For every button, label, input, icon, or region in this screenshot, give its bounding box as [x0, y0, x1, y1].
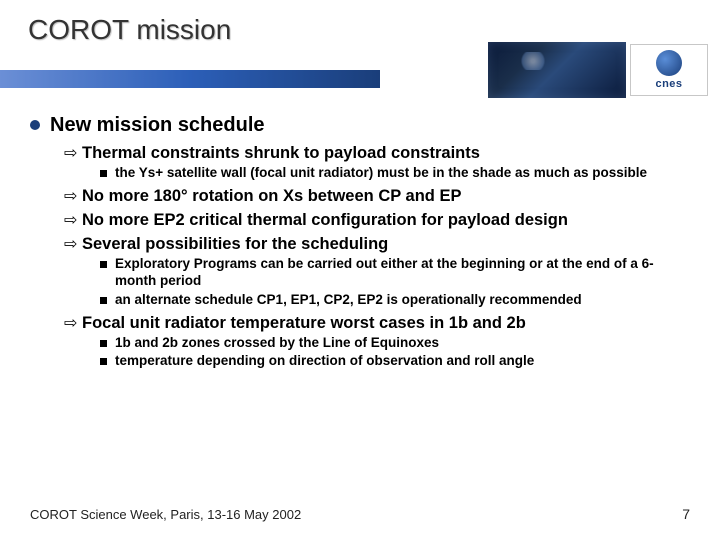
sub-text: an alternate schedule CP1, EP1, CP2, EP2…: [115, 292, 582, 309]
square-icon: [100, 170, 107, 177]
header-strip: cnes: [0, 60, 720, 100]
item-text: No more 180° rotation on Xs between CP a…: [82, 187, 461, 205]
sub-item: an alternate schedule CP1, EP1, CP2, EP2…: [100, 292, 690, 309]
arrow-icon: ⇨: [64, 313, 80, 333]
heading-text: New mission schedule: [50, 114, 265, 136]
sub-item: 1b and 2b zones crossed by the Line of E…: [100, 335, 690, 352]
sub-item: temperature depending on direction of ob…: [100, 353, 690, 370]
bullet-icon: [30, 120, 40, 130]
arrow-icon: ⇨: [64, 210, 80, 230]
list-item: ⇨Thermal constraints shrunk to payload c…: [64, 143, 690, 163]
sub-text: Exploratory Programs can be carried out …: [115, 256, 670, 290]
square-icon: [100, 340, 107, 347]
item-text: Focal unit radiator temperature worst ca…: [82, 314, 526, 332]
globe-icon: [656, 50, 682, 76]
sub-text: the Ys+ satellite wall (focal unit radia…: [115, 165, 647, 182]
sub-item: the Ys+ satellite wall (focal unit radia…: [100, 165, 690, 182]
heading-row: New mission schedule: [30, 114, 690, 137]
list-item: ⇨No more EP2 critical thermal configurat…: [64, 210, 690, 230]
square-icon: [100, 358, 107, 365]
item-text: Several possibilities for the scheduling: [82, 235, 388, 253]
item-text: No more EP2 critical thermal configurati…: [82, 211, 568, 229]
decorative-bar: [0, 70, 380, 88]
logo-text: cnes: [655, 78, 682, 90]
slide-content: New mission schedule ⇨Thermal constraint…: [30, 114, 690, 372]
arrow-icon: ⇨: [64, 143, 80, 163]
sub-item: Exploratory Programs can be carried out …: [100, 256, 690, 290]
slide-footer: COROT Science Week, Paris, 13-16 May 200…: [30, 506, 690, 522]
arrow-icon: ⇨: [64, 234, 80, 254]
square-icon: [100, 297, 107, 304]
list-item: ⇨Several possibilities for the schedulin…: [64, 234, 690, 254]
list-item: ⇨No more 180° rotation on Xs between CP …: [64, 186, 690, 206]
list-item: ⇨Focal unit radiator temperature worst c…: [64, 313, 690, 333]
square-icon: [100, 261, 107, 268]
cnes-logo: cnes: [630, 44, 708, 96]
sub-text: 1b and 2b zones crossed by the Line of E…: [115, 335, 439, 352]
sub-text: temperature depending on direction of ob…: [115, 353, 534, 370]
footer-text: COROT Science Week, Paris, 13-16 May 200…: [30, 507, 301, 522]
arrow-icon: ⇨: [64, 186, 80, 206]
satellite-image: [488, 42, 626, 98]
item-text: Thermal constraints shrunk to payload co…: [82, 144, 480, 162]
page-number: 7: [682, 506, 690, 522]
